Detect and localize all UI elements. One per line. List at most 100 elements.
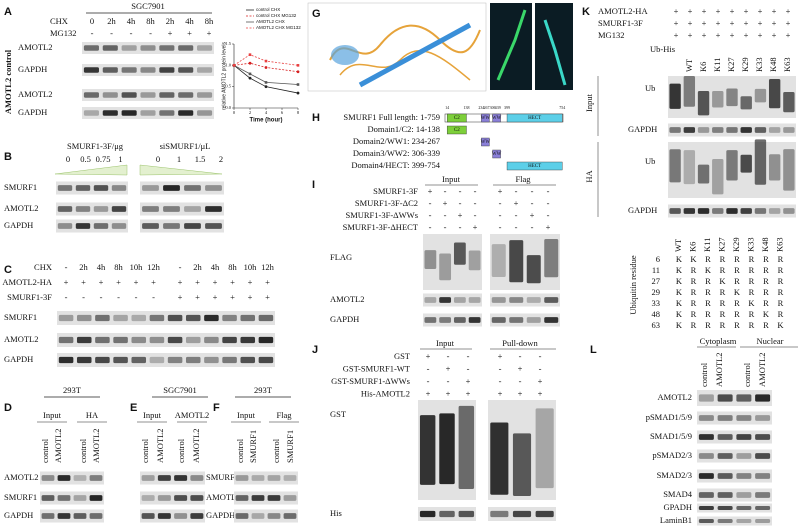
lane-label: + [265,292,270,302]
lane-label: + [178,292,183,302]
panel-g-structure [307,2,573,92]
table-cell: R [778,287,784,297]
blot-label: AMOTL2 [330,294,364,304]
table-cell: R [705,309,711,319]
band [726,88,738,107]
blot-label: SMAD4 [663,489,693,499]
table-cell: K [676,298,683,308]
sign: + [730,30,735,40]
lane-label: 2h [79,262,88,272]
sign: - [539,363,542,373]
band [222,356,237,364]
band [190,495,204,501]
blot-label: GAPDH [206,510,235,520]
band [197,67,213,73]
band [754,88,767,103]
band [754,127,767,133]
group-title: Flag [276,410,292,420]
blot-label: Ub [645,156,655,166]
blot-label: AMOTL2 [206,492,240,502]
y-tick-label: 0.0 [225,105,231,110]
blot [490,293,560,307]
panel-letter: B [4,151,12,163]
lane-label: 4h [97,262,106,272]
panel-letter: L [590,344,597,356]
band [544,297,559,303]
lane-label: - [179,262,182,272]
domain-box [446,113,467,123]
sign: + [744,6,749,16]
blot-label: FLAG [330,252,352,262]
band [697,127,710,133]
sign: + [772,18,777,28]
band [76,336,92,344]
sign: + [688,30,693,40]
lane-label: - [135,292,138,302]
lane-label: + [81,277,86,287]
group-title: siSMURF1/μL [160,141,211,151]
band [439,317,452,323]
blot [490,313,560,327]
lane-label: AMOTL2 [191,429,201,463]
sign: - [515,186,518,196]
band [174,475,188,481]
table-cell: K [676,309,683,319]
band [205,223,222,229]
domain-box [492,113,501,123]
sign: + [426,351,431,361]
blot-label: AMOTL2 [4,203,38,213]
table-cell: R [691,320,697,330]
sign: - [539,351,542,361]
band [755,473,771,479]
band [113,336,128,344]
band [535,408,554,489]
blot [140,181,224,195]
construct-label: SMURF1-3F-ΔC2 [355,198,418,208]
band [768,154,781,181]
lane-label: AMOTL2 [757,353,767,387]
blot [40,491,104,505]
table-cell: R [734,254,740,264]
panel-letter: J [312,344,318,356]
table-cell: R [720,309,726,319]
domain-label: WW [492,152,502,157]
band [526,297,541,303]
lane-label: + [151,277,156,287]
lane-label: 4h [185,16,194,26]
blot [82,42,214,54]
band [509,317,524,323]
series-line [233,64,299,85]
band [41,475,55,481]
band [736,473,752,479]
band [698,394,714,402]
band [468,297,481,303]
blot [140,509,205,523]
table-cell: K [676,287,683,297]
sign: - [547,210,550,220]
band [754,139,767,185]
condition-label: Ub-His [650,44,675,54]
blot-label: GAPDH [18,107,47,117]
lane-label: + [195,292,200,302]
lane-label: control [140,438,150,463]
band [424,250,437,270]
data-point [296,64,300,67]
panel-letter: H [312,112,320,124]
band [75,223,91,229]
band [204,356,219,364]
band [89,495,103,501]
blot [56,181,128,195]
band [142,223,159,229]
band [283,475,297,481]
blot-label: GAPDH [4,510,33,520]
blot-label: GAPDH [18,64,47,74]
lane-label: SMURF1 [248,430,258,463]
sign: - [429,210,432,220]
sign: + [473,222,478,232]
band [149,356,165,364]
lane-label: 0 [66,154,70,164]
band [717,505,733,511]
sign: + [772,6,777,16]
group-title: Flag [515,174,531,184]
lane-label: K11 [712,58,722,72]
